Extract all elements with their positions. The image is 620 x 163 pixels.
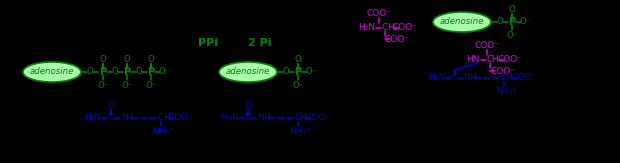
Text: O⁻: O⁻ xyxy=(306,67,316,76)
Ellipse shape xyxy=(219,62,277,82)
Text: O: O xyxy=(107,101,115,110)
Text: H₂N: H₂N xyxy=(428,74,446,82)
Text: O: O xyxy=(294,54,301,64)
Text: COO⁻: COO⁻ xyxy=(490,67,515,75)
Text: C: C xyxy=(487,55,493,65)
Text: COO⁻: COO⁻ xyxy=(392,23,417,32)
Text: P: P xyxy=(294,67,301,77)
Text: O: O xyxy=(148,54,154,64)
Text: O⁻: O⁻ xyxy=(146,81,156,89)
Ellipse shape xyxy=(23,62,81,82)
Text: H: H xyxy=(299,113,306,123)
Text: O: O xyxy=(112,67,118,76)
Text: H: H xyxy=(162,113,169,123)
Text: 2 Pi: 2 Pi xyxy=(248,38,272,48)
Text: H: H xyxy=(506,74,512,82)
Text: H₂N: H₂N xyxy=(84,113,102,123)
Text: adenosine: adenosine xyxy=(226,67,270,76)
Text: O: O xyxy=(508,5,515,14)
Text: C: C xyxy=(452,74,458,82)
Text: H: H xyxy=(469,74,476,82)
Text: NH₃⁺: NH₃⁺ xyxy=(152,127,174,136)
Text: COO⁻: COO⁻ xyxy=(497,55,523,65)
Text: P: P xyxy=(508,17,516,27)
Text: COO⁻: COO⁻ xyxy=(474,42,500,51)
Text: P: P xyxy=(99,67,107,77)
Text: P: P xyxy=(148,67,154,77)
Text: adenosine: adenosine xyxy=(30,67,74,76)
Text: H: H xyxy=(263,113,269,123)
Text: COO⁻: COO⁻ xyxy=(512,74,536,82)
Text: H₂N: H₂N xyxy=(358,23,376,32)
Text: O: O xyxy=(136,67,143,76)
Text: NH₃⁺: NH₃⁺ xyxy=(289,127,311,136)
Text: H: H xyxy=(126,113,133,123)
Text: O⁻: O⁻ xyxy=(159,67,169,76)
Text: O: O xyxy=(497,17,503,27)
Text: C: C xyxy=(108,113,114,123)
Text: COO⁻: COO⁻ xyxy=(306,113,330,123)
Text: O⁻: O⁻ xyxy=(97,81,108,89)
Text: P: P xyxy=(123,67,131,77)
Text: O: O xyxy=(100,54,106,64)
Text: COO⁻: COO⁻ xyxy=(169,113,193,123)
Text: O⁻: O⁻ xyxy=(507,30,518,39)
Text: O: O xyxy=(87,67,94,76)
Text: adenosine: adenosine xyxy=(440,17,484,27)
Text: HN: HN xyxy=(466,55,480,65)
Text: H: H xyxy=(387,23,393,32)
Text: C: C xyxy=(158,113,164,123)
Text: COO⁻: COO⁻ xyxy=(384,35,409,44)
Text: H: H xyxy=(492,55,498,65)
Text: O: O xyxy=(283,67,290,76)
Text: PPi: PPi xyxy=(198,38,218,48)
Text: COO⁻: COO⁻ xyxy=(366,9,391,18)
Text: O⁻: O⁻ xyxy=(293,81,304,89)
Text: C: C xyxy=(295,113,301,123)
Text: O⁻: O⁻ xyxy=(122,81,133,89)
Text: O⁻: O⁻ xyxy=(520,17,531,27)
Text: NH₃⁺: NH₃⁺ xyxy=(495,88,517,96)
Text: C: C xyxy=(382,23,388,32)
Ellipse shape xyxy=(433,12,491,32)
Text: O: O xyxy=(244,101,252,110)
Text: C: C xyxy=(501,74,507,82)
Text: O: O xyxy=(123,54,130,64)
Text: N: N xyxy=(464,74,471,82)
Text: N: N xyxy=(121,113,127,123)
Text: C: C xyxy=(245,113,251,123)
Text: N: N xyxy=(258,113,264,123)
Text: ⁺H₂N: ⁺H₂N xyxy=(217,113,239,123)
